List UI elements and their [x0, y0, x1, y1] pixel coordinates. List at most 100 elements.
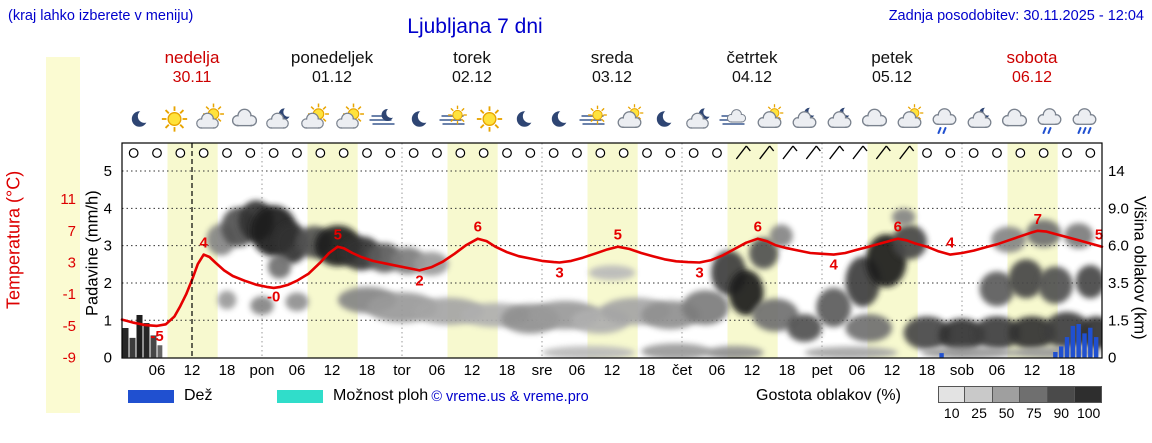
weather-icon-cloud-drizzle [1037, 108, 1062, 134]
last-update-text: Zadnja posodobitev: 30.11.2025 - 12:04 [888, 8, 1144, 24]
temperature-value-label: 3 [555, 265, 563, 282]
weather-icon-cloud-sun [757, 104, 784, 128]
day-date: 30.11 [172, 69, 212, 86]
cloud-blob [217, 290, 237, 310]
cloud-height-tick: 1.5 [1108, 312, 1129, 329]
fog-column [136, 314, 143, 358]
day-name: ponedeljek [290, 48, 374, 67]
calm-wind-icon [455, 148, 466, 158]
weather-icon-cloud-moon [827, 106, 853, 128]
calm-wind-icon [432, 148, 442, 158]
rain-bar [1053, 352, 1058, 358]
weather-icon-sun [161, 106, 188, 132]
day-date: 03.12 [591, 69, 633, 86]
copyright-link[interactable]: © vreme.us & vreme.pro [431, 389, 589, 405]
cloud-blob [1075, 265, 1102, 299]
wind-barb-icon [829, 145, 845, 160]
calm-wind-icon [572, 148, 582, 158]
showers-legend-swatch [277, 390, 323, 403]
day-date: 01.12 [311, 69, 353, 86]
cloud-blob [973, 316, 1021, 350]
precipitation-tick: 1 [104, 312, 112, 329]
cloud-height-tick: 9.0 [1108, 200, 1129, 217]
wind-barb-icon [899, 145, 915, 160]
calm-wind-icon [128, 148, 139, 158]
hour-tick: 18 [919, 362, 936, 379]
weather-icon-sun [476, 106, 503, 132]
hour-tick: 12 [744, 362, 761, 379]
calm-wind-icon [968, 148, 979, 158]
cloud-blob [682, 290, 729, 325]
hour-tick: 18 [499, 362, 516, 379]
fog-column [150, 335, 157, 358]
temperature-value-label: 7 [1034, 211, 1042, 228]
density-scale-cell: 100 [1074, 386, 1103, 421]
weather-icon-cloud-sun [617, 104, 644, 128]
fog-column [143, 323, 150, 358]
hour-tick: 18 [359, 362, 376, 379]
calm-wind-icon [642, 148, 652, 158]
temperature-value-label: 4 [946, 235, 955, 252]
rain-legend-label: Dež [184, 387, 213, 404]
calm-wind-icon [362, 148, 372, 158]
site-hint: (kraj lahko izberete v meniju) [8, 8, 194, 24]
day-date: 06.12 [1011, 69, 1053, 86]
density-swatch [992, 386, 1021, 403]
calm-wind-icon [945, 148, 956, 158]
temperature-tick: -5 [63, 318, 76, 335]
cloud-blob [769, 224, 793, 248]
hour-tick: 12 [1024, 362, 1041, 379]
day-name: sobota [1006, 48, 1058, 67]
rain-bar [1070, 325, 1076, 358]
weather-icon-moon [516, 109, 537, 127]
cloud-blob [845, 314, 893, 342]
rain-bar [1082, 333, 1087, 358]
precipitation-tick: 0 [104, 350, 112, 367]
temperature-value-label: -5 [150, 328, 163, 345]
day-header-sobota: sobota 06.12 [962, 48, 1102, 88]
fog-column [129, 337, 136, 358]
fog-column [157, 345, 163, 358]
cloud-blob [285, 292, 309, 312]
calm-wind-icon [315, 148, 326, 158]
cloud-blob [273, 222, 309, 264]
temperature-value-label: 3 [695, 265, 703, 282]
showers-legend-label: Možnost ploh [333, 387, 429, 404]
hour-tick: 12 [884, 362, 901, 379]
rain-bar [1076, 324, 1081, 358]
hour-tick: 18 [1059, 362, 1076, 379]
day-name: nedelja [164, 48, 220, 67]
cloud-blob [1008, 316, 1056, 350]
rain-bar [1093, 337, 1099, 358]
calm-wind-icon [665, 148, 676, 158]
calm-wind-icon [618, 148, 629, 158]
density-scale-cell: 90 [1047, 386, 1075, 421]
weather-icon-moon-cloud [686, 107, 713, 129]
cloud-blob [921, 346, 1015, 358]
cloud-blob [641, 343, 712, 358]
hour-tick: 18 [639, 362, 656, 379]
hour-tick: 12 [604, 362, 621, 379]
density-swatch [1074, 386, 1103, 403]
temperature-value-label: 5 [1095, 227, 1103, 244]
wind-barb-icon [782, 145, 798, 160]
temperature-tick: 3 [68, 255, 76, 272]
density-swatch [1020, 386, 1048, 403]
temperature-value-label: 6 [754, 219, 762, 236]
cloud-blob [1064, 223, 1094, 249]
calm-wind-icon [408, 148, 419, 158]
temperature-labels: -5 4 -0 5 2 6 3 5 3 6 4 6 4 7 5 [150, 211, 1103, 345]
cloud-blob [749, 237, 779, 269]
density-swatch [938, 386, 966, 403]
hour-tick: 06 [429, 362, 446, 379]
weather-icon-streak-sun [439, 105, 467, 125]
calm-wind-icon [688, 148, 699, 158]
calm-wind-icon [1038, 148, 1049, 158]
cloud-height-tick: 14 [1108, 163, 1125, 180]
cloud-height-tick: 6.0 [1108, 238, 1129, 255]
cloud-blob [804, 346, 898, 358]
calm-wind-icon [198, 148, 209, 158]
day-name: četrtek [726, 48, 778, 67]
weather-icon-cloud-moon [792, 106, 818, 128]
calm-wind-icon [595, 148, 606, 158]
